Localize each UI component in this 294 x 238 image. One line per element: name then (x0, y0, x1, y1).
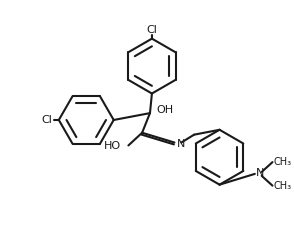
Text: Cl: Cl (42, 115, 53, 125)
Text: N: N (176, 139, 185, 149)
Text: Cl: Cl (146, 25, 157, 35)
Text: CH₃: CH₃ (273, 181, 292, 191)
Text: HO: HO (103, 141, 121, 151)
Text: N: N (256, 168, 264, 178)
Text: OH: OH (157, 105, 174, 115)
Text: CH₃: CH₃ (273, 157, 292, 167)
